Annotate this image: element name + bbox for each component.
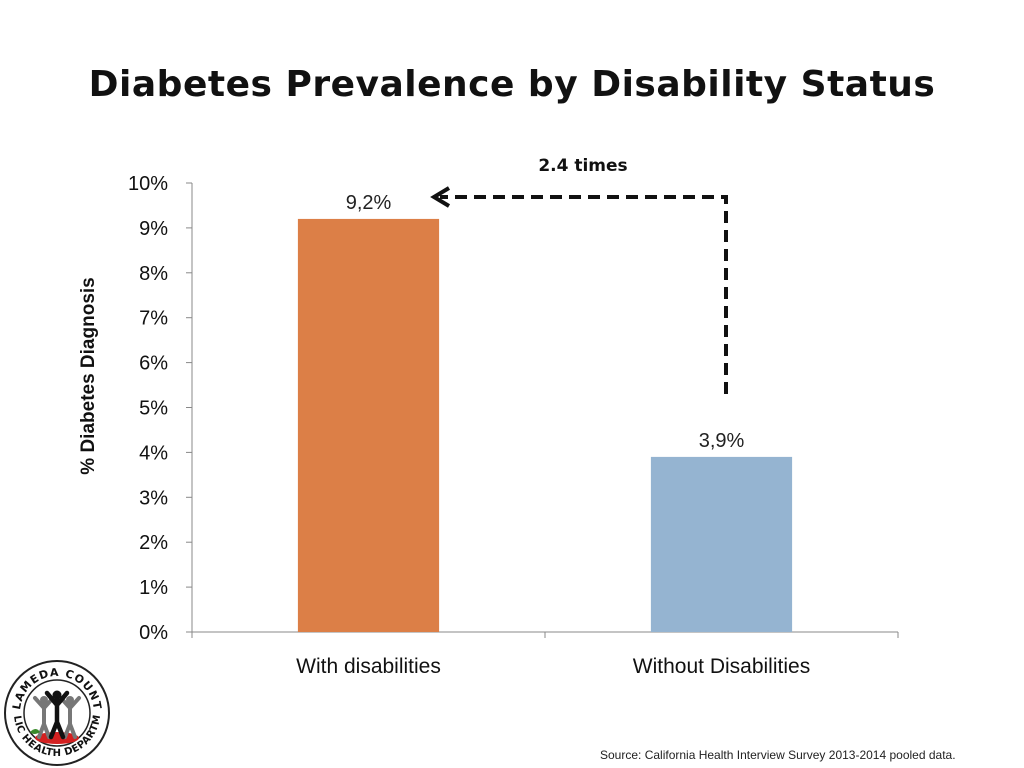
annotation-label: 2.4 times <box>538 156 627 176</box>
y-tick-label: 10% <box>128 173 168 195</box>
leaf-icon <box>30 729 40 734</box>
bar <box>297 218 440 633</box>
y-axis: 0% 1% 2% 3% 4% 5% 6% 7% 8% 9% 10% <box>128 173 193 644</box>
y-tick-label: 4% <box>139 442 168 464</box>
y-tick-label: 2% <box>139 532 168 554</box>
bar-data-label: 3,9% <box>699 430 745 452</box>
y-tick-label: 6% <box>139 353 168 375</box>
bars: 9,2% 3,9% <box>297 192 793 633</box>
ratio-annotation: 2.4 times <box>430 156 728 394</box>
people-figures-icon <box>33 690 81 740</box>
x-tick-label: With disabilities <box>296 655 441 678</box>
y-tick-label: 1% <box>139 577 168 599</box>
bar <box>650 456 793 632</box>
page-title: Diabetes Prevalence by Disability Status <box>88 64 936 105</box>
y-tick-label: 3% <box>139 487 168 509</box>
y-tick-label: 9% <box>139 218 168 240</box>
y-axis-title: % Diabetes Diagnosis <box>78 277 99 474</box>
x-tick-label: Without Disabilities <box>633 655 810 678</box>
source-note: Source: California Health Interview Surv… <box>600 748 956 762</box>
y-tick-label: 8% <box>139 263 168 285</box>
y-tick-label: 7% <box>139 308 168 330</box>
bar-data-label: 9,2% <box>346 192 392 214</box>
arrow-head-icon <box>430 186 451 208</box>
alameda-county-logo: ALAMEDA COUNTY PUBLIC HEALTH DEPARTMENT <box>2 658 110 766</box>
x-axis: With disabilities Without Disabilities <box>191 631 899 678</box>
dashed-arrow-line <box>440 195 728 394</box>
y-tick-label: 5% <box>139 398 168 420</box>
y-tick-label: 0% <box>139 622 168 644</box>
